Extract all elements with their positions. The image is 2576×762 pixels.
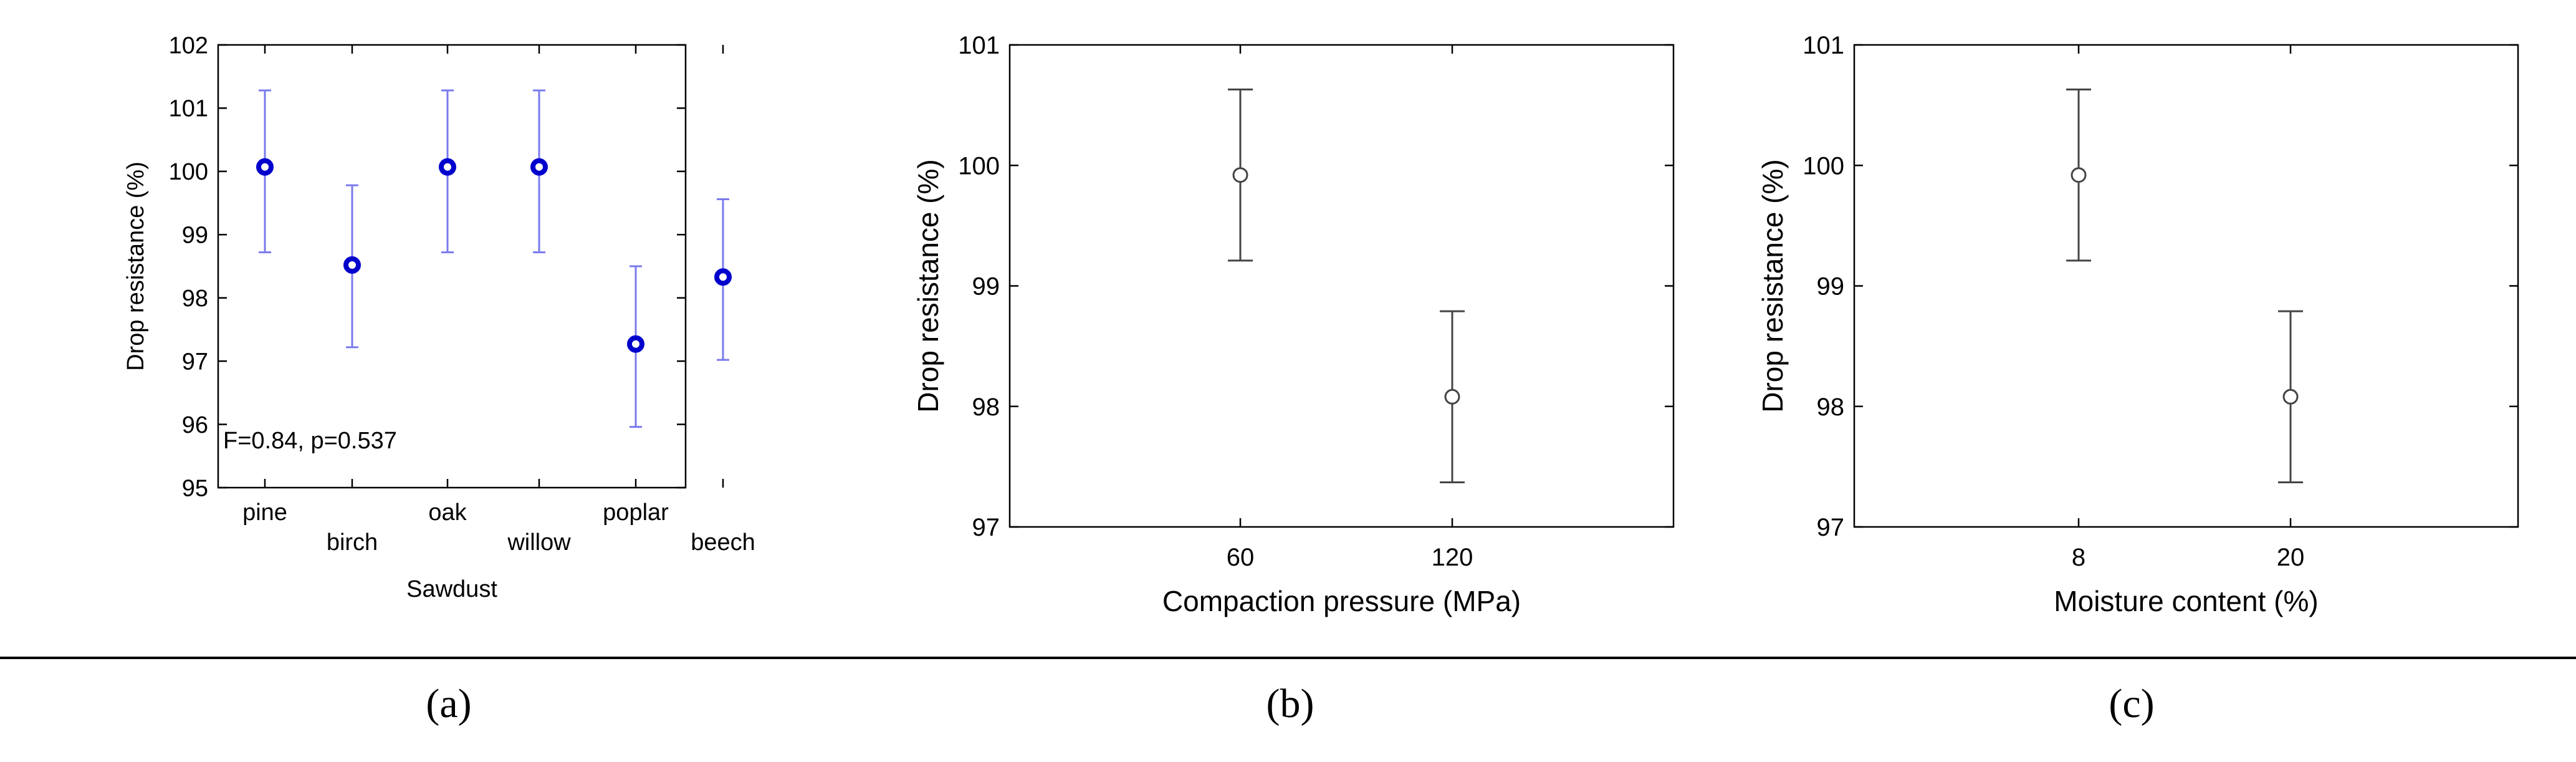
- x-category-label: 20: [2277, 544, 2305, 571]
- y-axis-label: Drop resistance (%): [123, 162, 149, 371]
- mean-marker: [343, 256, 361, 274]
- x-axis-label: Compaction pressure (MPa): [1162, 585, 1521, 617]
- chart-moisture-content: 97 98 99 100 101 8 20 Moisture content (%) Drop …: [1756, 32, 2519, 617]
- chart-sawdust: 95 96 97 98 99 100 101 102 pine birch oak willow pop…: [123, 32, 755, 602]
- mean-marker: [2071, 167, 2087, 183]
- x-category-label: 120: [1432, 544, 1473, 571]
- y-tick-label: 99: [1817, 273, 1845, 301]
- y-tick-label: 100: [958, 152, 1000, 180]
- y-tick-label: 96: [182, 412, 208, 438]
- y-tick-label: 100: [1803, 152, 1844, 180]
- y-axis-label: Drop resistance (%): [1756, 159, 1789, 412]
- mean-marker: [530, 158, 548, 176]
- panel-label: (a): [426, 681, 471, 726]
- x-category-label: beech: [691, 529, 755, 556]
- y-tick-label: 101: [958, 32, 1000, 59]
- x-category-label: 8: [2072, 544, 2085, 571]
- y-tick-label: 95: [182, 475, 208, 501]
- y-tick-label: 100: [169, 159, 208, 185]
- x-category-label: 60: [1227, 544, 1255, 571]
- y-tick-label: 99: [182, 223, 208, 249]
- x-category-label: poplar: [603, 499, 669, 526]
- mean-marker: [2282, 388, 2299, 405]
- mean-marker: [1232, 167, 1248, 183]
- stat-annotation: F=0.84, p=0.537: [223, 428, 397, 454]
- mean-marker: [1444, 388, 1460, 405]
- x-category-label: oak: [428, 499, 467, 526]
- panel-label: (c): [2109, 681, 2154, 726]
- mean-marker: [714, 268, 732, 286]
- mean-marker: [439, 158, 456, 176]
- x-category-label: pine: [242, 499, 287, 526]
- x-category-label: willow: [507, 529, 571, 556]
- y-tick-label: 97: [1817, 514, 1845, 541]
- y-tick-label: 97: [972, 514, 1000, 541]
- y-tick-label: 101: [1803, 32, 1844, 59]
- panel-label: (b): [1266, 681, 1314, 726]
- chart-compaction-pressure: 97 98 99 100 101 60 120 Compaction pressure (MP…: [912, 32, 1675, 617]
- y-tick-label: 98: [182, 286, 208, 312]
- mean-marker: [627, 335, 644, 353]
- y-tick-label: 98: [972, 393, 1000, 421]
- y-axis-label: Drop resistance (%): [912, 159, 944, 412]
- y-tick-label: 98: [1817, 393, 1845, 421]
- y-tick-label: 101: [169, 96, 208, 122]
- y-tick-label: 102: [169, 32, 208, 59]
- y-tick-label: 97: [182, 349, 208, 375]
- mean-marker: [256, 158, 274, 176]
- panel-labels: (a) (b) (c): [426, 681, 2154, 726]
- x-category-label: birch: [327, 529, 378, 556]
- y-tick-label: 99: [972, 273, 1000, 301]
- x-axis-label: Sawdust: [406, 576, 497, 602]
- x-axis-label: Moisture content (%): [2054, 585, 2318, 617]
- plot-frame: [217, 44, 687, 489]
